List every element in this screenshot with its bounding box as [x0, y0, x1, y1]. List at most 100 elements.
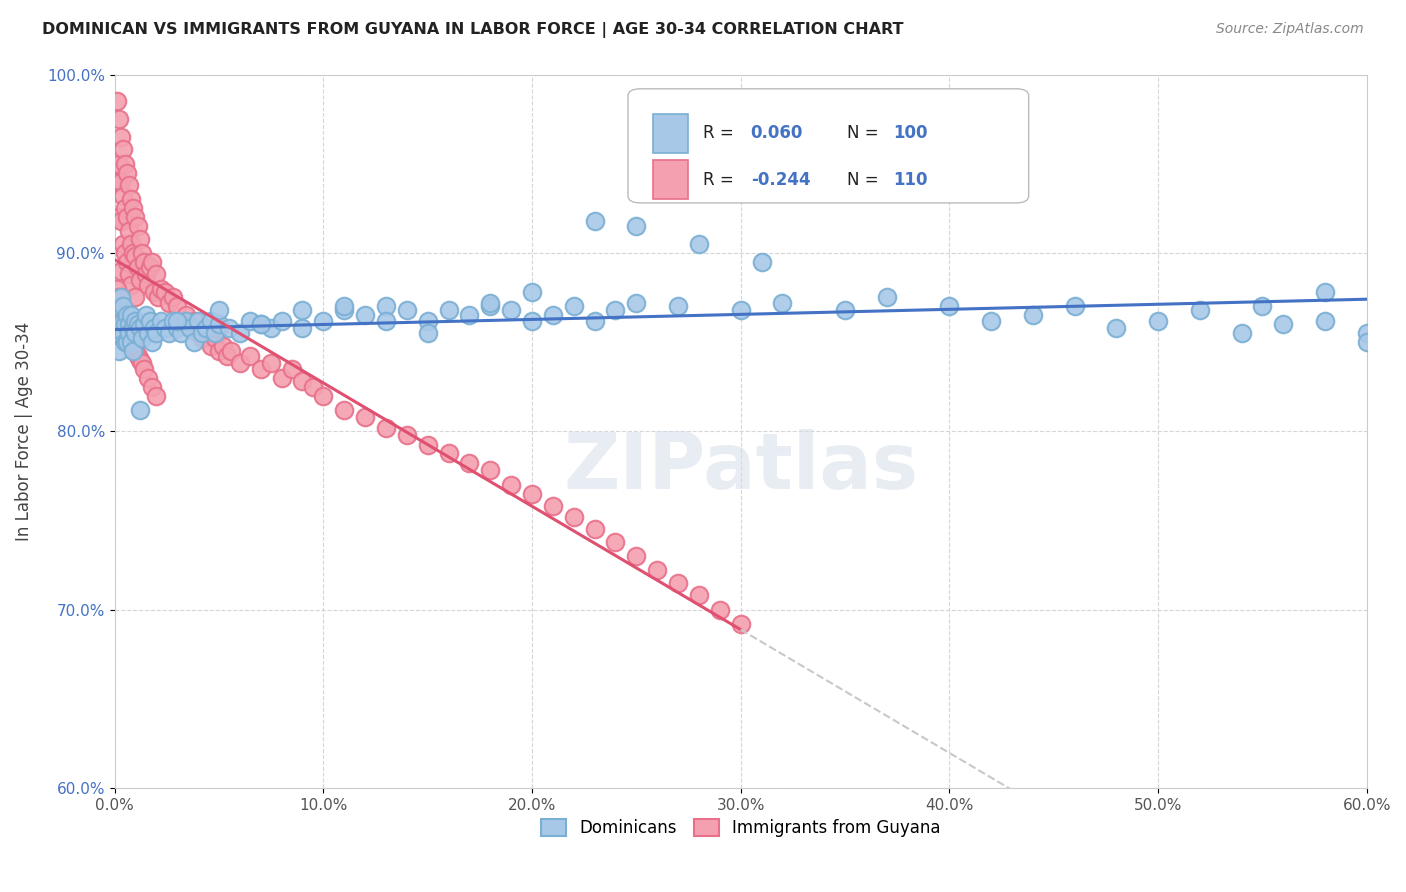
- Point: [128, 231, 150, 245]
- FancyBboxPatch shape: [628, 89, 1029, 202]
- Legend: Dominicans, Immigrants from Guyana: Dominicans, Immigrants from Guyana: [534, 813, 948, 844]
- Point: [291, 302, 314, 317]
- Point: [709, 602, 731, 616]
- Point: [115, 308, 138, 322]
- Point: [191, 326, 214, 340]
- Point: [333, 402, 356, 417]
- Point: [200, 338, 222, 352]
- Point: [122, 201, 145, 215]
- Text: -0.244: -0.244: [751, 170, 810, 189]
- Point: [127, 219, 149, 233]
- Point: [110, 317, 132, 331]
- Point: [107, 343, 129, 358]
- Point: [666, 575, 689, 590]
- Point: [105, 326, 128, 340]
- Point: [395, 302, 418, 317]
- Point: [105, 174, 128, 188]
- Point: [191, 331, 214, 345]
- Text: R =: R =: [703, 170, 740, 189]
- Point: [114, 317, 136, 331]
- Point: [374, 420, 396, 434]
- Point: [143, 285, 166, 299]
- Point: [562, 509, 585, 524]
- Point: [179, 320, 201, 334]
- Point: [124, 313, 146, 327]
- Point: [174, 308, 197, 322]
- Point: [479, 299, 502, 313]
- Point: [208, 317, 231, 331]
- Point: [157, 326, 180, 340]
- Point: [120, 277, 142, 292]
- Point: [541, 308, 564, 322]
- Point: [124, 343, 146, 358]
- Point: [118, 267, 141, 281]
- Point: [139, 260, 162, 274]
- Point: [374, 299, 396, 313]
- Point: [645, 563, 668, 577]
- Point: [131, 356, 153, 370]
- Point: [107, 157, 129, 171]
- Point: [136, 370, 159, 384]
- Point: [208, 343, 231, 358]
- Point: [249, 317, 271, 331]
- Point: [281, 361, 304, 376]
- Point: [239, 349, 262, 363]
- Text: 110: 110: [893, 170, 928, 189]
- Point: [107, 112, 129, 127]
- Point: [770, 295, 793, 310]
- Point: [354, 409, 377, 424]
- Point: [131, 331, 153, 345]
- Point: [139, 313, 162, 327]
- Point: [124, 290, 146, 304]
- Point: [114, 334, 136, 349]
- Point: [127, 317, 149, 331]
- Point: [1105, 320, 1128, 334]
- Point: [416, 313, 439, 327]
- Point: [730, 302, 752, 317]
- Point: [128, 352, 150, 367]
- Point: [131, 245, 153, 260]
- Point: [135, 267, 157, 281]
- Point: [1063, 299, 1085, 313]
- Point: [562, 299, 585, 313]
- Point: [124, 326, 146, 340]
- Point: [114, 317, 136, 331]
- Point: [834, 302, 856, 317]
- Point: [120, 331, 142, 345]
- Point: [124, 210, 146, 224]
- Point: [291, 320, 314, 334]
- Point: [583, 522, 606, 536]
- Point: [127, 260, 149, 274]
- Point: [114, 245, 136, 260]
- Point: [122, 245, 145, 260]
- Point: [145, 267, 167, 281]
- Point: [114, 313, 136, 327]
- Point: [291, 374, 314, 388]
- Point: [501, 477, 523, 491]
- Point: [479, 295, 502, 310]
- Point: [157, 295, 180, 310]
- Point: [229, 356, 252, 370]
- Point: [136, 277, 159, 292]
- Point: [374, 313, 396, 327]
- Point: [626, 219, 648, 233]
- Point: [1230, 326, 1253, 340]
- Point: [208, 320, 231, 334]
- Point: [501, 302, 523, 317]
- Point: [1272, 317, 1295, 331]
- Point: [688, 236, 710, 251]
- Point: [110, 299, 132, 313]
- Point: [110, 263, 132, 277]
- Point: [110, 213, 132, 227]
- Point: [122, 320, 145, 334]
- Point: [118, 178, 141, 192]
- Point: [626, 549, 648, 563]
- Point: [114, 157, 136, 171]
- Point: [520, 486, 543, 500]
- Point: [107, 210, 129, 224]
- Point: [688, 588, 710, 602]
- Point: [107, 290, 129, 304]
- Point: [260, 356, 283, 370]
- Point: [218, 320, 240, 334]
- Point: [166, 313, 188, 327]
